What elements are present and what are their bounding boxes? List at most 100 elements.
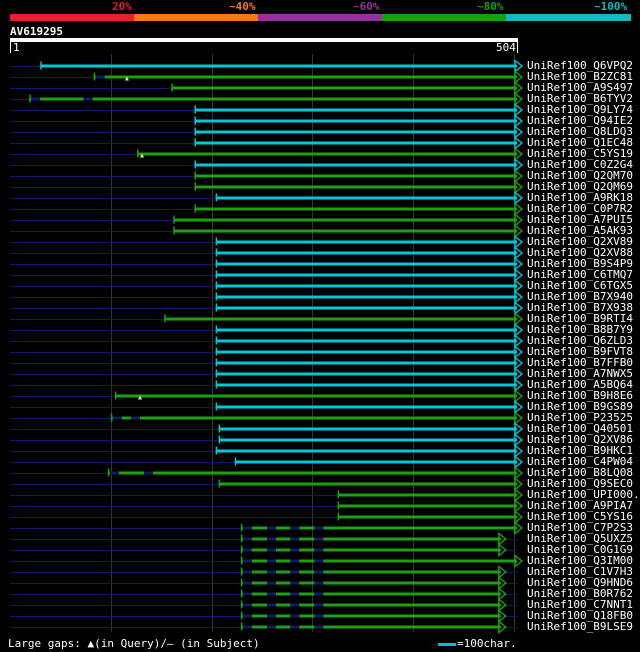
hit-row bbox=[10, 213, 524, 227]
subject-gap-mark bbox=[242, 559, 252, 563]
hit-label[interactable]: UniRef100_B9S4P9 bbox=[527, 257, 633, 270]
hit-label[interactable]: UniRef100_Q40501 bbox=[527, 422, 633, 435]
subject-gap-mark bbox=[290, 570, 300, 574]
subject-gap-mark bbox=[242, 614, 252, 618]
hit-label[interactable]: UniRef100_Q2QM69 bbox=[527, 180, 633, 193]
hit-label[interactable]: UniRef100_P23525 bbox=[527, 411, 633, 424]
subject-gap-mark bbox=[314, 614, 324, 618]
hit-label[interactable]: UniRef100_C0P7R2 bbox=[527, 202, 633, 215]
hit-label[interactable]: UniRef100_C0Z2G4 bbox=[527, 158, 633, 171]
hit-arrowhead bbox=[514, 477, 524, 491]
hit-label[interactable]: UniRef100_B9HKC1 bbox=[527, 444, 633, 457]
hit-label[interactable]: UniRef100_A9PIA7 bbox=[527, 499, 633, 512]
hit-segment bbox=[241, 581, 501, 585]
hit-label[interactable]: UniRef100_C6TGX5 bbox=[527, 279, 633, 292]
pct-label-40: ~40% bbox=[229, 0, 256, 13]
hit-label[interactable]: UniRef100_B7X938 bbox=[527, 301, 633, 314]
hit-segment bbox=[216, 405, 517, 409]
hit-label[interactable]: UniRef100_Q9HND6 bbox=[527, 576, 633, 589]
hit-segment bbox=[30, 97, 517, 101]
scale-legend-text: =100char. bbox=[457, 637, 517, 650]
hit-label[interactable]: UniRef100_B9GS89 bbox=[527, 400, 633, 413]
subject-gap-mark bbox=[267, 559, 277, 563]
subject-gap-mark bbox=[31, 97, 41, 101]
hit-label[interactable]: UniRef100_C7P2S3 bbox=[527, 521, 633, 534]
hit-label[interactable]: UniRef100_Q2QM70 bbox=[527, 169, 633, 182]
hit-label[interactable]: UniRef100_A7NWX5 bbox=[527, 367, 633, 380]
subject-gap-mark bbox=[314, 570, 324, 574]
hit-arrowhead bbox=[514, 279, 524, 293]
hit-row bbox=[10, 433, 524, 447]
hit-row bbox=[10, 136, 524, 150]
hit-label[interactable]: UniRef100_B6TYV2 bbox=[527, 92, 633, 105]
hit-label[interactable]: UniRef100_C5YS16 bbox=[527, 510, 633, 523]
hit-segment bbox=[94, 75, 517, 79]
hit-label[interactable]: UniRef100_B8LQ08 bbox=[527, 466, 633, 479]
hit-label[interactable]: UniRef100_Q9SEC0 bbox=[527, 477, 633, 490]
hit-label[interactable]: UniRef100_Q8LDQ3 bbox=[527, 125, 633, 138]
hit-arrowhead bbox=[514, 235, 524, 249]
hit-label[interactable]: UniRef100_B7X940 bbox=[527, 290, 633, 303]
hit-label[interactable]: UniRef100_B7FFB0 bbox=[527, 356, 633, 369]
hit-arrowhead bbox=[514, 554, 524, 568]
hit-label[interactable]: UniRef100_B8B7Y9 bbox=[527, 323, 633, 336]
hit-label[interactable]: UniRef100_C0G1G9 bbox=[527, 543, 633, 556]
hit-label[interactable]: UniRef100_Q1EC48 bbox=[527, 136, 633, 149]
hit-label[interactable]: UniRef100_B9H8E6 bbox=[527, 389, 633, 402]
hit-label[interactable]: UniRef100_C5YS19 bbox=[527, 147, 633, 160]
hit-label[interactable]: UniRef100_Q94IE2 bbox=[527, 114, 633, 127]
hit-label[interactable]: UniRef100_C1V7H3 bbox=[527, 565, 633, 578]
hit-segment bbox=[195, 108, 517, 112]
hit-label[interactable]: UniRef100_B9RTI4 bbox=[527, 312, 633, 325]
hit-row bbox=[10, 323, 524, 337]
hit-start-tick bbox=[215, 193, 218, 202]
hit-label[interactable]: UniRef100_UPI000.. bbox=[527, 488, 640, 501]
hit-arrowhead bbox=[514, 367, 524, 381]
hit-start-tick bbox=[240, 545, 243, 554]
hit-segment bbox=[219, 482, 518, 486]
hit-row bbox=[10, 180, 524, 194]
hit-label[interactable]: UniRef100_B0R762 bbox=[527, 587, 633, 600]
hit-start-tick bbox=[194, 138, 196, 147]
hit-row bbox=[10, 444, 524, 458]
hit-start-tick bbox=[29, 94, 31, 103]
hit-label[interactable]: UniRef100_Q2XV86 bbox=[527, 433, 633, 446]
hit-label[interactable]: UniRef100_Q5UXZ5 bbox=[527, 532, 633, 545]
hit-arrowhead bbox=[514, 301, 524, 315]
hit-row bbox=[10, 345, 524, 359]
hit-label[interactable]: UniRef100_Q6VPQ2 bbox=[527, 59, 633, 72]
hit-label[interactable]: UniRef100_Q2XV88 bbox=[527, 246, 633, 259]
hit-label[interactable]: UniRef100_B2ZC81 bbox=[527, 70, 633, 83]
hit-row bbox=[10, 477, 524, 491]
hit-label[interactable]: UniRef100_Q6ZLD3 bbox=[527, 334, 633, 347]
hit-segment bbox=[195, 119, 517, 123]
hit-row bbox=[10, 510, 524, 524]
hit-segment bbox=[138, 152, 517, 156]
hit-label[interactable]: UniRef100_C7NNT1 bbox=[527, 598, 633, 611]
hit-label[interactable]: UniRef100_Q3IM00 bbox=[527, 554, 633, 567]
subject-gap-mark bbox=[314, 603, 324, 607]
hit-segment bbox=[216, 350, 517, 354]
hit-row bbox=[10, 59, 524, 73]
hit-label[interactable]: UniRef100_A5BQ64 bbox=[527, 378, 633, 391]
hit-row bbox=[10, 301, 524, 315]
hit-label[interactable]: UniRef100_A7PUI5 bbox=[527, 213, 633, 226]
hit-label[interactable]: UniRef100_A9RK18 bbox=[527, 191, 633, 204]
subject-gap-mark bbox=[290, 548, 300, 552]
hit-label[interactable]: UniRef100_A9S497 bbox=[527, 81, 633, 94]
hit-label[interactable]: UniRef100_Q9LY74 bbox=[527, 103, 633, 116]
query-bar bbox=[10, 38, 518, 42]
hit-label[interactable]: UniRef100_C4PW04 bbox=[527, 455, 633, 468]
hit-label[interactable]: UniRef100_B9LSE9 bbox=[527, 620, 633, 633]
hit-arrowhead bbox=[514, 224, 524, 238]
hit-segment bbox=[216, 284, 517, 288]
subject-gap-mark bbox=[314, 592, 324, 596]
hit-label[interactable]: UniRef100_Q2XV89 bbox=[527, 235, 633, 248]
hit-label[interactable]: UniRef100_C6TMQ7 bbox=[527, 268, 633, 281]
hit-label[interactable]: UniRef100_A5AK93 bbox=[527, 224, 633, 237]
hit-label[interactable]: UniRef100_Q18FB0 bbox=[527, 609, 633, 622]
hit-arrowhead bbox=[514, 510, 524, 524]
subject-gap-mark bbox=[242, 581, 252, 585]
query-gap-triangle bbox=[138, 395, 143, 400]
hit-label[interactable]: UniRef100_B9FVT8 bbox=[527, 345, 633, 358]
